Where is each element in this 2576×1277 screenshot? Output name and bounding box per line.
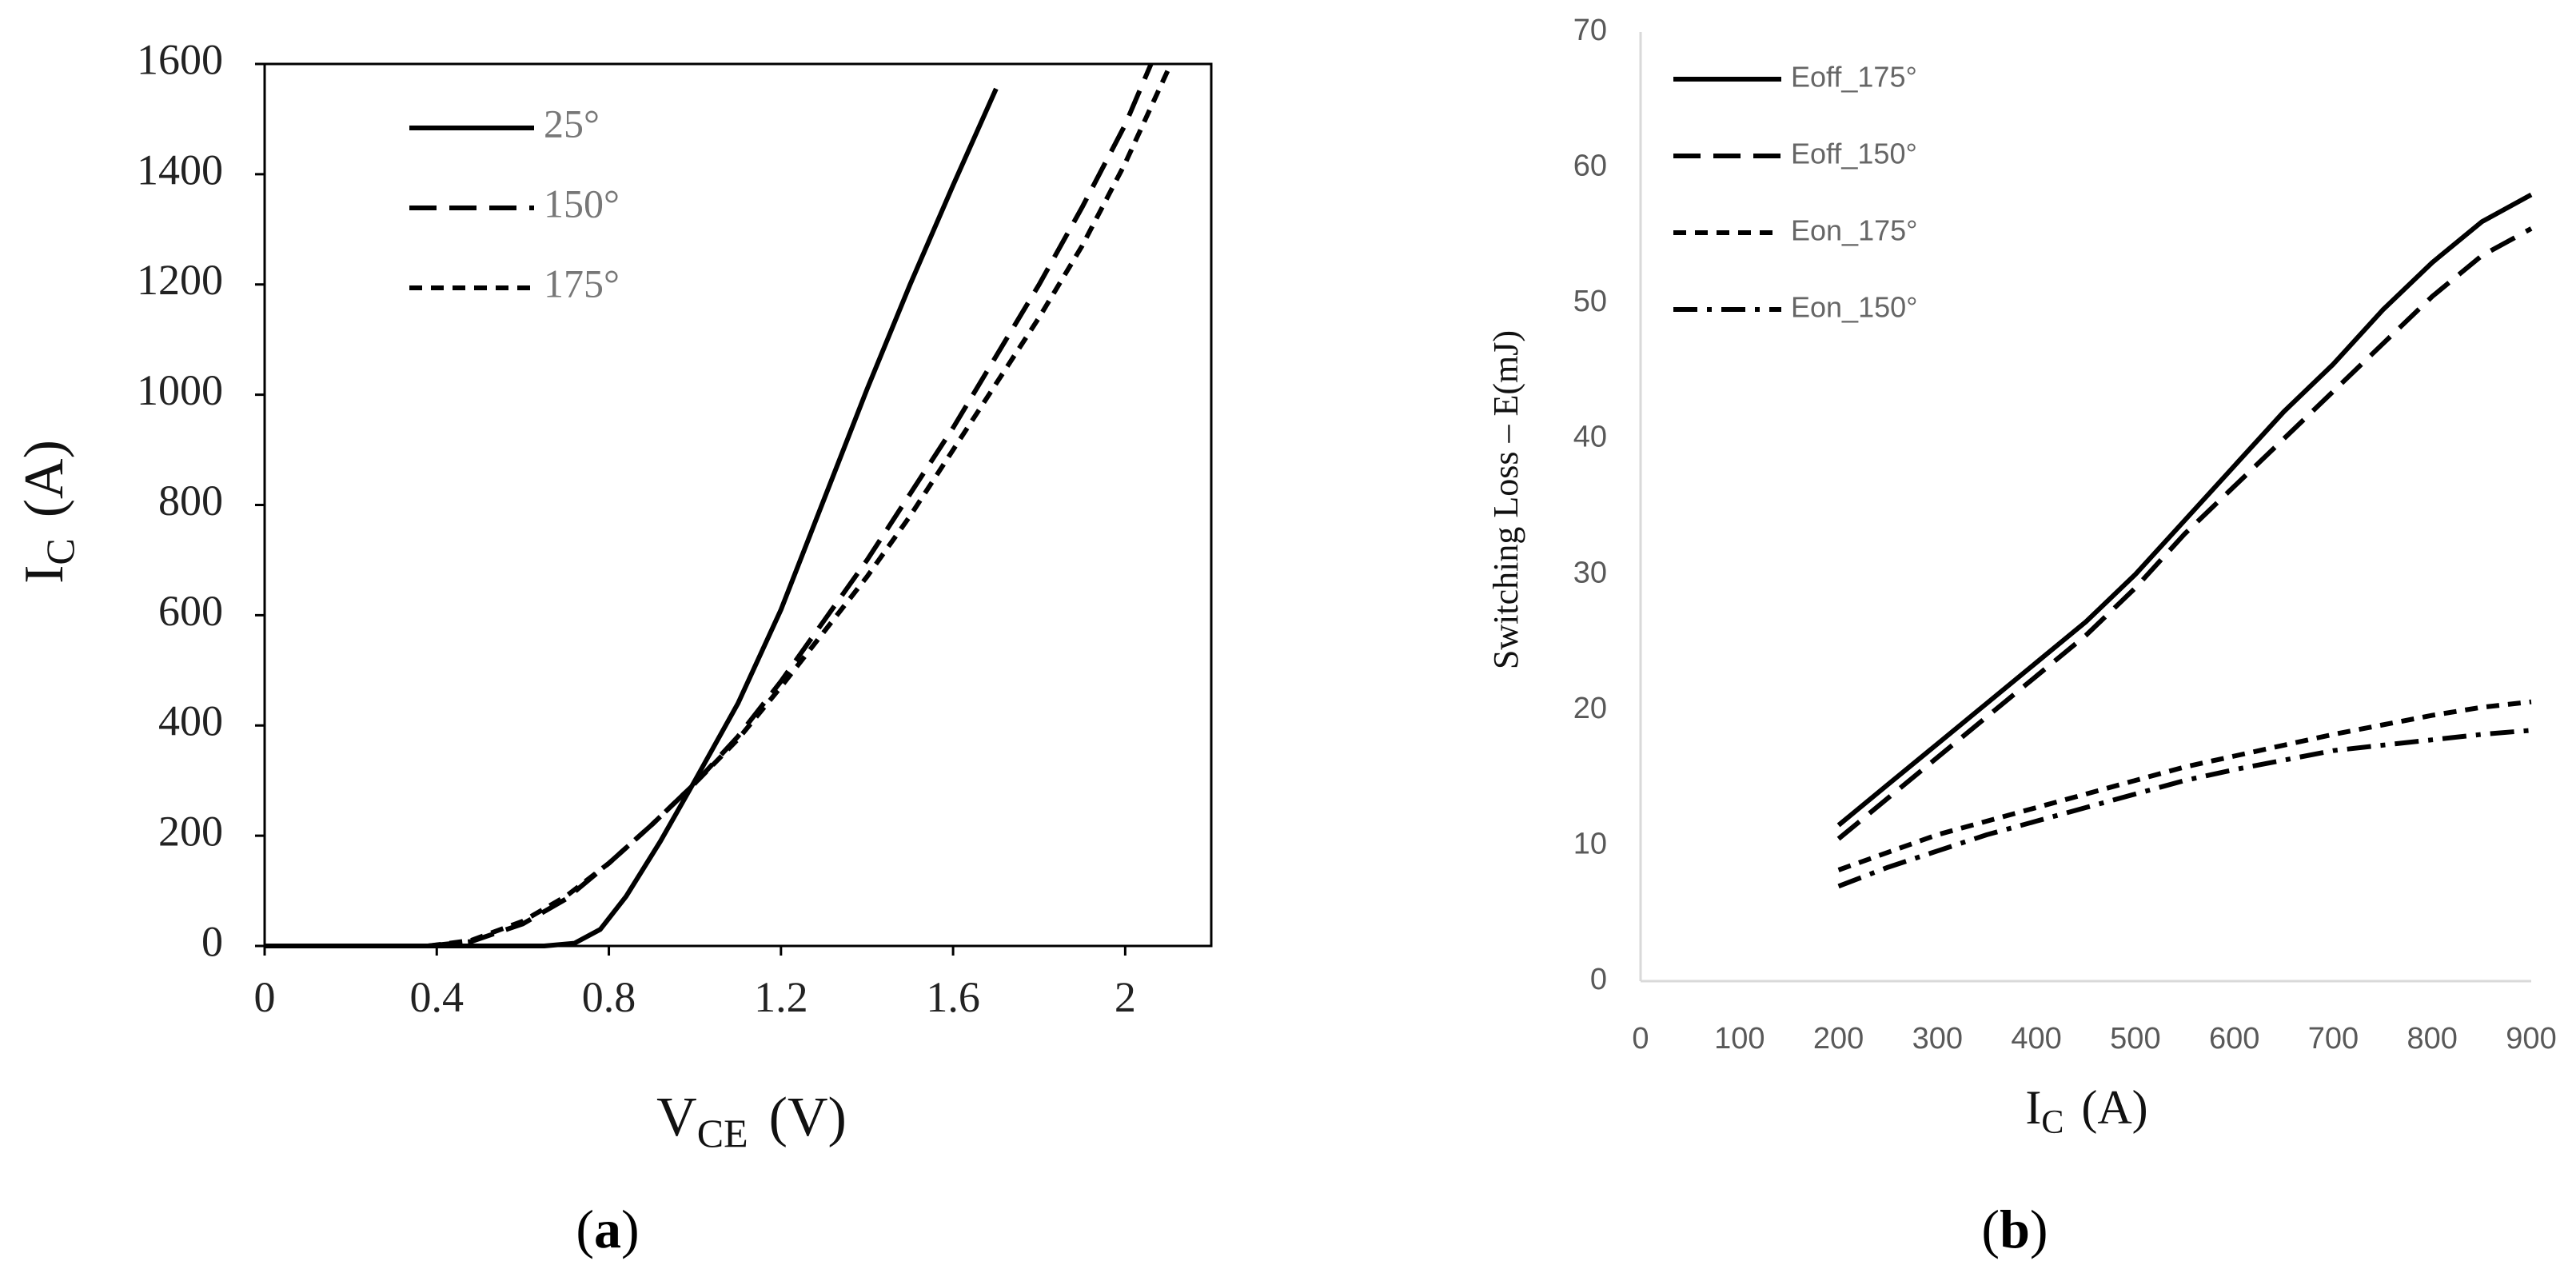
chart-a-y-tick-label: 1000	[137, 366, 223, 414]
chart-b-y-ticks: 0 10 20 30 40 50 60 70	[1573, 14, 1607, 996]
chart-b-series	[1836, 192, 2533, 889]
chart-b-x-tick-label: 300	[1912, 1022, 1963, 1056]
chart-a-y-tick-label: 1200	[137, 256, 223, 304]
chart-a-plot-frame	[263, 62, 1213, 948]
chart-b-series-3-line	[1837, 728, 2532, 889]
chart-a-x-tick-label: 0.8	[582, 973, 636, 1021]
chart-a: 0 200 400 600 800 1000 1200 1400 1600 0 0.4 0.8 1.2…	[14, 35, 1213, 1259]
chart-b-y-tick-label: 70	[1573, 14, 1607, 47]
chart-b-x-tick-label: 100	[1714, 1022, 1765, 1056]
chart-b-series-1-line	[1836, 226, 2533, 841]
chart-b-y-tick-label: 10	[1573, 827, 1607, 860]
chart-a-y-tick-label: 200	[158, 808, 223, 856]
chart-a-y-tick-label: 600	[158, 587, 223, 635]
chart-b-y-tick-label: 50	[1573, 285, 1607, 318]
chart-a-legend-label-2: 175°	[544, 261, 620, 305]
chart-b-x-axis-label: IC (A)	[2025, 1081, 2147, 1141]
chart-b-legend-label-2: Eon_175°	[1791, 214, 1918, 247]
chart-b-y-tick-label: 20	[1573, 692, 1607, 725]
chart-b-y-tick-label: 60	[1573, 150, 1607, 183]
chart-b-y-tick-label: 30	[1573, 556, 1607, 589]
chart-b-legend-label-1: Eoff_150°	[1791, 138, 1917, 170]
chart-a-legend-label-0: 25°	[544, 101, 600, 146]
chart-b-y-tick-label: 0	[1590, 963, 1607, 996]
chart-b-panel-label: (b)	[1981, 1199, 2048, 1259]
chart-b-x-tick-label: 500	[2110, 1022, 2160, 1056]
chart-a-y-tick-label: 800	[158, 477, 223, 525]
chart-b-x-tick-label: 200	[1813, 1022, 1864, 1056]
chart-a-y-axis-label: IC(A)	[14, 440, 82, 584]
chart-a-series-0-line	[265, 87, 999, 948]
chart-a-x-tick-label: 1.6	[926, 973, 980, 1021]
chart-a-y-tick-label: 1400	[137, 146, 223, 194]
chart-b-x-tick-label: 900	[2506, 1022, 2556, 1056]
chart-b-series-0-line	[1836, 192, 2533, 828]
chart-a-legend: 25° 150° 175°	[409, 101, 620, 305]
chart-a-legend-label-1: 150°	[544, 181, 620, 225]
chart-a-y-ticks: 0 200 400 600 800 1000 1200 1400 1600	[137, 35, 265, 965]
chart-b-series-2-line	[1837, 699, 2532, 872]
chart-b-y-tick-label: 40	[1573, 421, 1607, 454]
chart-b-x-tick-label: 800	[2407, 1022, 2458, 1056]
chart-b: 0 10 20 30 40 50 60 70 0 100 200 300 400 500 600 700 80…	[1486, 14, 2557, 1259]
chart-b-y-axis-label: Switching Loss – E(mJ)	[1486, 330, 1525, 669]
chart-a-x-tick-label: 0	[254, 973, 276, 1021]
chart-a-y-tick-label: 400	[158, 697, 223, 745]
chart-a-panel-label: (a)	[576, 1199, 639, 1259]
chart-a-x-axis-label: VCE (V)	[656, 1087, 847, 1155]
chart-b-x-ticks: 0 100 200 300 400 500 600 700 800 900	[1632, 1022, 2556, 1056]
chart-a-series-2-line	[428, 68, 1170, 948]
chart-b-x-tick-label: 0	[1632, 1022, 1649, 1056]
chart-a-y-tick-label: 0	[201, 917, 223, 965]
chart-b-x-tick-label: 600	[2209, 1022, 2259, 1056]
chart-a-x-ticks: 0 0.4 0.8 1.2 1.6 2	[254, 946, 1136, 1021]
chart-a-x-tick-label: 2	[1115, 973, 1136, 1021]
chart-b-x-tick-label: 400	[2011, 1022, 2061, 1056]
chart-a-y-tick-label: 1600	[137, 35, 223, 83]
chart-b-legend-label-0: Eoff_175°	[1791, 61, 1917, 94]
chart-b-x-tick-label: 700	[2308, 1022, 2359, 1056]
chart-a-x-tick-label: 1.2	[754, 973, 808, 1021]
chart-b-legend: Eoff_175° Eoff_150° Eon_175° Eon_150°	[1673, 61, 1918, 324]
chart-a-x-tick-label: 0.4	[410, 973, 465, 1021]
chart-a-series-1-line	[428, 62, 1154, 948]
chart-a-series	[265, 62, 1170, 948]
chart-b-legend-label-3: Eon_150°	[1791, 291, 1918, 324]
